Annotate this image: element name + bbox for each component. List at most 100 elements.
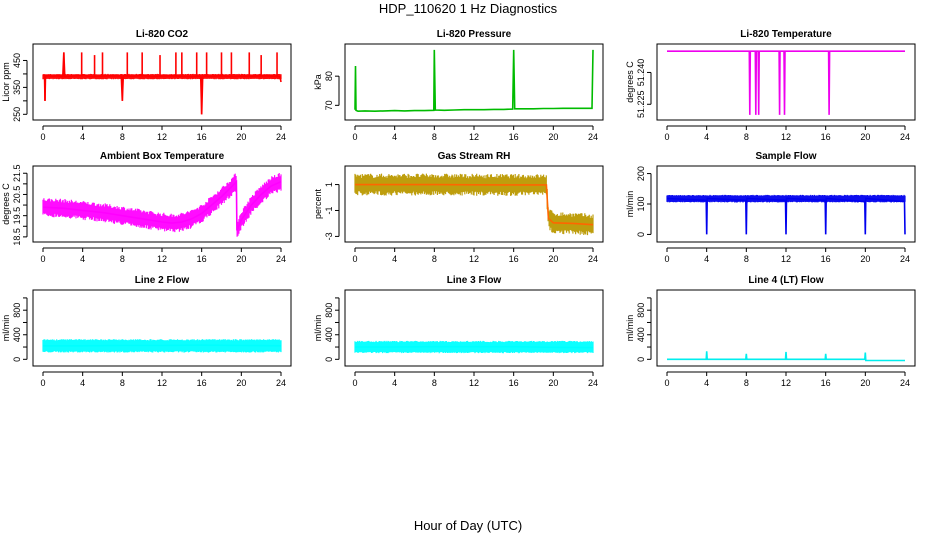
y-tick-label: 800 [636, 303, 646, 318]
series-line [43, 52, 282, 115]
figure-title: HDP_110620 1 Hz Diagnostics [378, 1, 558, 16]
plot-frame [656, 289, 916, 367]
panel-data [354, 49, 594, 113]
x-tick-label: 24 [588, 378, 598, 388]
panel-ylabel: ml/min [625, 315, 635, 342]
x-tick-label: 24 [588, 132, 598, 142]
y-tick-label: 400 [636, 327, 646, 342]
panel-title: Li-820 Pressure [437, 29, 512, 40]
x-tick-label: 4 [80, 132, 85, 142]
x-tick-label: 20 [548, 132, 558, 142]
x-tick-label: 24 [276, 132, 286, 142]
x-tick-label: 0 [352, 132, 357, 142]
x-tick-label: 8 [432, 378, 437, 388]
y-tick-label: -1 [324, 206, 334, 214]
x-tick-label: 16 [821, 132, 831, 142]
y-tick-label: 800 [12, 303, 22, 318]
y-tick-label: 1 [324, 182, 334, 187]
x-tick-label: 0 [352, 254, 357, 264]
x-tick-label: 0 [40, 378, 45, 388]
plot-frame [32, 165, 292, 243]
series-line [355, 345, 594, 349]
panel-title: Line 3 Flow [447, 275, 502, 286]
series-line [355, 183, 594, 226]
x-tick-label: 4 [704, 254, 709, 264]
x-tick-label: 24 [900, 254, 910, 264]
y-tick-label: 20.5 [12, 186, 22, 204]
panel-title: Li-820 CO2 [136, 29, 189, 40]
panel-ylabel: ml/min [625, 191, 635, 218]
x-tick-label: 20 [548, 378, 558, 388]
x-tick-label: 20 [860, 378, 870, 388]
x-tick-label: 16 [821, 378, 831, 388]
panel-6: Sample Flow ml/min 0 4 8 12 16 20 24 0 100 200 [625, 151, 916, 264]
y-tick-label: 450 [12, 53, 22, 68]
x-tick-label: 0 [40, 254, 45, 264]
x-tick-label: 24 [900, 378, 910, 388]
panel-title: Sample Flow [755, 151, 816, 162]
y-tick-label: 350 [12, 80, 22, 95]
x-tick-label: 16 [509, 378, 519, 388]
x-tick-label: 12 [781, 254, 791, 264]
series-line [42, 179, 282, 231]
x-tick-label: 20 [860, 132, 870, 142]
x-tick-label: 8 [744, 132, 749, 142]
y-tick-label: 800 [324, 303, 334, 318]
x-tick-label: 0 [664, 378, 669, 388]
series-line [666, 197, 906, 235]
y-tick-label: 51.225 [636, 91, 646, 119]
x-tick-label: 12 [157, 254, 167, 264]
y-tick-label: 0 [12, 357, 22, 362]
panel-data [354, 340, 594, 354]
y-tick-label: 250 [12, 107, 22, 122]
panel-title: Ambient Box Temperature [100, 151, 225, 162]
x-tick-label: 4 [392, 132, 397, 142]
plot-frame [344, 43, 604, 121]
panel-title: Line 2 Flow [135, 275, 190, 286]
series-line [667, 50, 905, 115]
series-line [667, 351, 905, 362]
x-tick-label: 16 [509, 132, 519, 142]
plot-frame [344, 165, 604, 243]
y-tick-label: 18.5 [12, 228, 22, 246]
x-tick-label: 16 [197, 378, 207, 388]
panel-8: Line 3 Flow ml/min 0 4 8 12 16 20 24 0 400 800 [313, 275, 604, 388]
panel-data [666, 194, 906, 235]
x-tick-label: 12 [157, 378, 167, 388]
x-tick-label: 16 [197, 254, 207, 264]
x-tick-label: 20 [548, 254, 558, 264]
panel-2: Li-820 Pressure kPa 0 4 8 12 16 20 24 70 80 [313, 29, 604, 142]
series-line [43, 344, 282, 347]
x-tick-label: 16 [821, 254, 831, 264]
x-tick-label: 8 [120, 132, 125, 142]
y-tick-label: 400 [12, 327, 22, 342]
panel-ylabel: degrees C [625, 61, 635, 103]
x-tick-label: 12 [469, 378, 479, 388]
x-tick-label: 0 [40, 132, 45, 142]
panel-3: Li-820 Temperature degrees C 0 4 8 12 16 20 24 51… [625, 29, 916, 142]
panel-1: Li-820 CO2 Licor ppm 0 4 8 12 16 20 24 250 350 450 [1, 29, 292, 142]
x-tick-label: 12 [781, 378, 791, 388]
x-tick-label: 12 [157, 132, 167, 142]
x-tick-label: 0 [352, 378, 357, 388]
x-tick-label: 20 [236, 254, 246, 264]
plot-frame [32, 43, 292, 121]
x-tick-label: 24 [588, 254, 598, 264]
y-tick-label: 19.5 [12, 207, 22, 225]
x-tick-label: 24 [276, 378, 286, 388]
panel-5: Gas Stream RH percent 0 4 8 12 16 20 24 -3 -1 1 [313, 151, 604, 264]
y-tick-label: 0 [324, 357, 334, 362]
x-tick-label: 12 [469, 132, 479, 142]
y-tick-label: 100 [636, 196, 646, 211]
panel-data [42, 173, 282, 237]
series-band [42, 173, 282, 237]
panel-data [667, 351, 905, 362]
panel-data [667, 50, 905, 115]
x-tick-label: 12 [469, 254, 479, 264]
x-tick-label: 24 [276, 254, 286, 264]
panel-4: Ambient Box Temperature degrees C 0 4 8 12 16 2… [1, 151, 292, 264]
x-tick-label: 4 [392, 254, 397, 264]
y-tick-label: 0 [636, 232, 646, 237]
x-tick-label: 20 [236, 132, 246, 142]
